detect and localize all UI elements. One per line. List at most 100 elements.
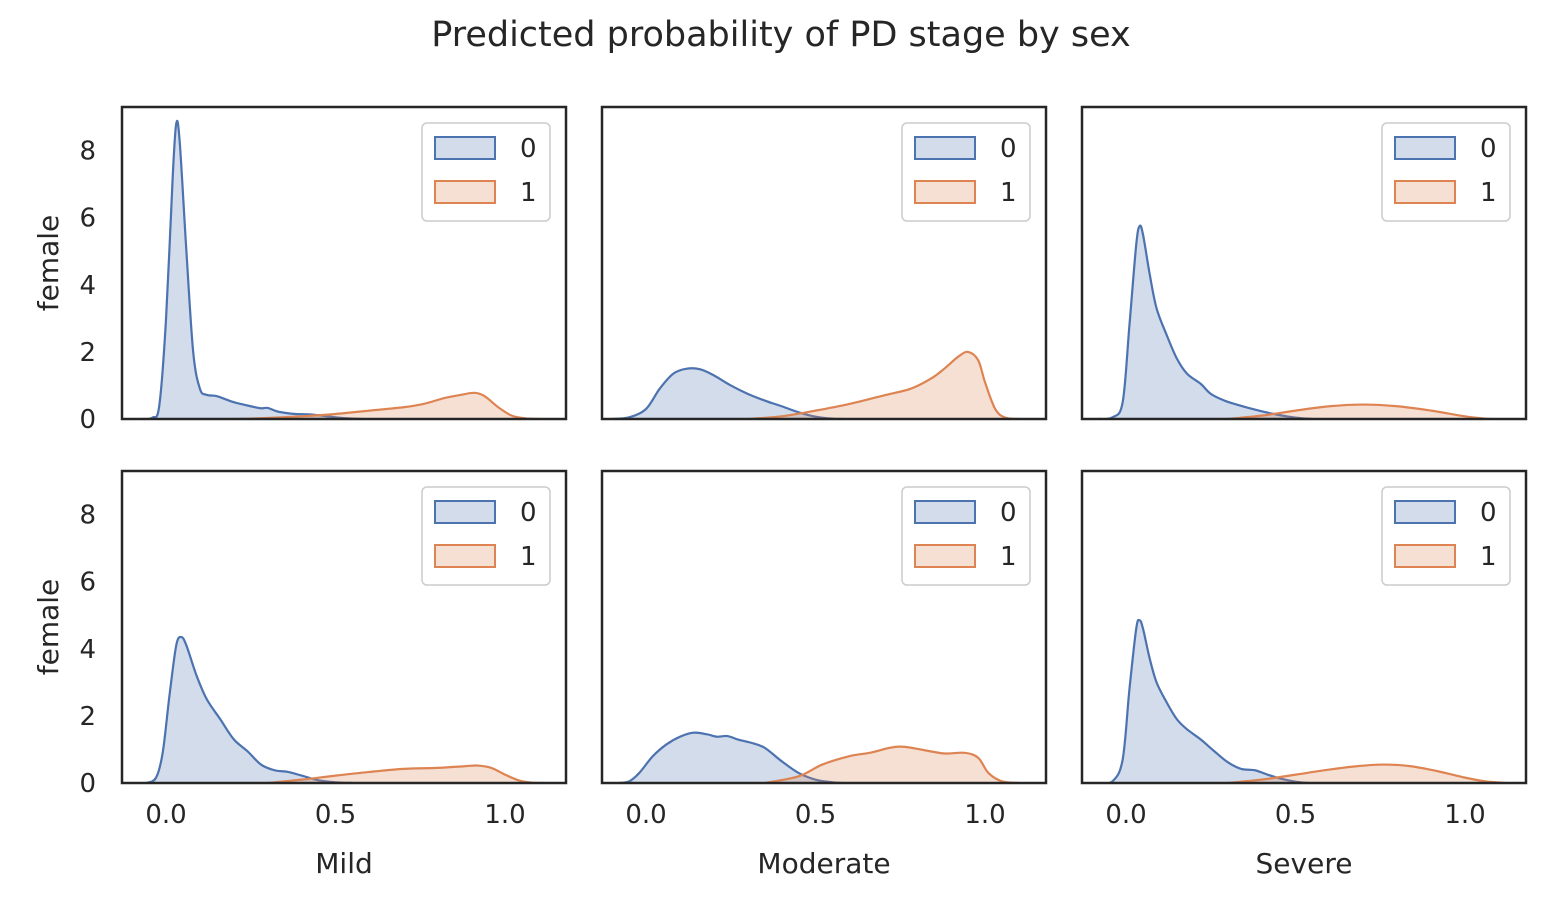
- x-tick-label: 0.5: [1275, 800, 1316, 830]
- legend-swatch-1: [434, 180, 496, 204]
- density-area-series-1: [267, 765, 546, 783]
- legend-label-0: 0: [520, 498, 537, 528]
- x-tick-label: 0.0: [1105, 800, 1146, 830]
- axes-frame: [120, 469, 568, 785]
- y-axis-label: female: [32, 579, 65, 676]
- legend: 01: [421, 486, 551, 586]
- density-line-series-1: [747, 350, 1019, 419]
- x-tick-label: 1.0: [1444, 800, 1485, 830]
- legend-label-1: 1: [520, 178, 537, 208]
- y-tick-label: 0: [79, 769, 96, 799]
- x-axis-label: Moderate: [757, 847, 890, 880]
- density-area-series-0: [612, 368, 843, 419]
- axes-frame: [1080, 469, 1528, 785]
- axes-frame: [600, 469, 1048, 785]
- legend-swatch-1: [434, 544, 496, 568]
- legend: 01: [1381, 486, 1511, 586]
- density-line-series-1: [764, 745, 1019, 783]
- legend: 01: [901, 122, 1031, 222]
- plot-area: [1098, 618, 1506, 783]
- plot-area: [612, 350, 1019, 419]
- x-tick-label: 1.0: [964, 800, 1005, 830]
- y-tick-label: 4: [79, 271, 96, 301]
- x-tick-label: 1.0: [484, 800, 525, 830]
- x-tick-label: 0.0: [145, 800, 186, 830]
- legend-box: [901, 486, 1031, 586]
- axes-frame: [600, 105, 1048, 421]
- y-tick-label: 6: [79, 204, 96, 234]
- density-area-series-0: [145, 636, 353, 783]
- density-line-series-0: [142, 119, 363, 419]
- legend-label-0: 0: [1480, 134, 1497, 164]
- legend-label-1: 1: [520, 542, 537, 572]
- figure-title: Predicted probability of PD stage by sex: [431, 15, 1131, 55]
- legend-swatch-0: [434, 136, 496, 160]
- density-line-series-1: [267, 764, 546, 783]
- density-area-series-1: [764, 746, 1019, 783]
- density-area-series-1: [1227, 764, 1506, 783]
- y-axis-label: female: [32, 215, 65, 312]
- legend-swatch-0: [914, 500, 976, 524]
- x-axis-label: Mild: [315, 847, 373, 880]
- legend: 01: [901, 486, 1031, 586]
- legend-swatch-0: [1394, 500, 1456, 524]
- y-tick-label: 0: [79, 405, 96, 435]
- x-tick-label: 0.5: [315, 800, 356, 830]
- legend-label-0: 0: [520, 134, 537, 164]
- axes-frame: [120, 105, 568, 421]
- axes-frame: [1080, 105, 1528, 421]
- y-tick-label: 8: [79, 501, 96, 531]
- density-area-series-1: [747, 351, 1019, 419]
- density-line-series-0: [1098, 224, 1313, 419]
- plot-area: [142, 119, 539, 419]
- legend-swatch-0: [914, 136, 976, 160]
- legend-swatch-0: [1394, 136, 1456, 160]
- legend-box: [901, 122, 1031, 222]
- legend: 01: [1381, 122, 1511, 222]
- legend-swatch-1: [914, 180, 976, 204]
- legend-label-0: 0: [1000, 134, 1017, 164]
- x-axis-label: Severe: [1256, 847, 1353, 880]
- x-tick-label: 0.5: [795, 800, 836, 830]
- density-line-series-1: [233, 391, 539, 419]
- density-line-series-0: [612, 367, 843, 419]
- density-line-series-0: [618, 731, 843, 783]
- panel-moderate-row1: 01: [600, 105, 1048, 421]
- legend-box: [421, 122, 551, 222]
- legend-label-1: 1: [1480, 542, 1497, 572]
- density-area-series-1: [233, 392, 539, 419]
- y-tick-label: 2: [79, 702, 96, 732]
- legend-swatch-1: [914, 544, 976, 568]
- legend-swatch-1: [1394, 544, 1456, 568]
- legend-label-0: 0: [1000, 498, 1017, 528]
- legend-swatch-0: [434, 500, 496, 524]
- legend-label-0: 0: [1480, 498, 1497, 528]
- legend: 01: [421, 122, 551, 222]
- x-tick-label: 0.0: [625, 800, 666, 830]
- density-area-series-0: [1098, 619, 1310, 783]
- density-area-series-0: [618, 732, 843, 783]
- legend-box: [421, 486, 551, 586]
- y-tick-label: 8: [79, 137, 96, 167]
- legend-label-1: 1: [1000, 178, 1017, 208]
- plot-area: [1098, 224, 1493, 419]
- density-area-series-0: [142, 121, 363, 419]
- legend-swatch-1: [1394, 180, 1456, 204]
- y-tick-label: 2: [79, 338, 96, 368]
- y-tick-label: 6: [79, 568, 96, 598]
- density-area-series-0: [1098, 225, 1313, 419]
- y-tick-label: 4: [79, 635, 96, 665]
- density-line-series-0: [1098, 618, 1310, 783]
- density-line-series-1: [1227, 763, 1506, 783]
- panel-moderate-row2: 0.0 0.5 1.0 Moderate 01: [600, 469, 1048, 880]
- legend-box: [1381, 486, 1511, 586]
- panel-severe-row1: 01: [1080, 105, 1528, 421]
- legend-box: [1381, 122, 1511, 222]
- plot-area: [145, 635, 546, 783]
- density-line-series-0: [145, 635, 353, 783]
- density-area-series-1: [1227, 404, 1493, 419]
